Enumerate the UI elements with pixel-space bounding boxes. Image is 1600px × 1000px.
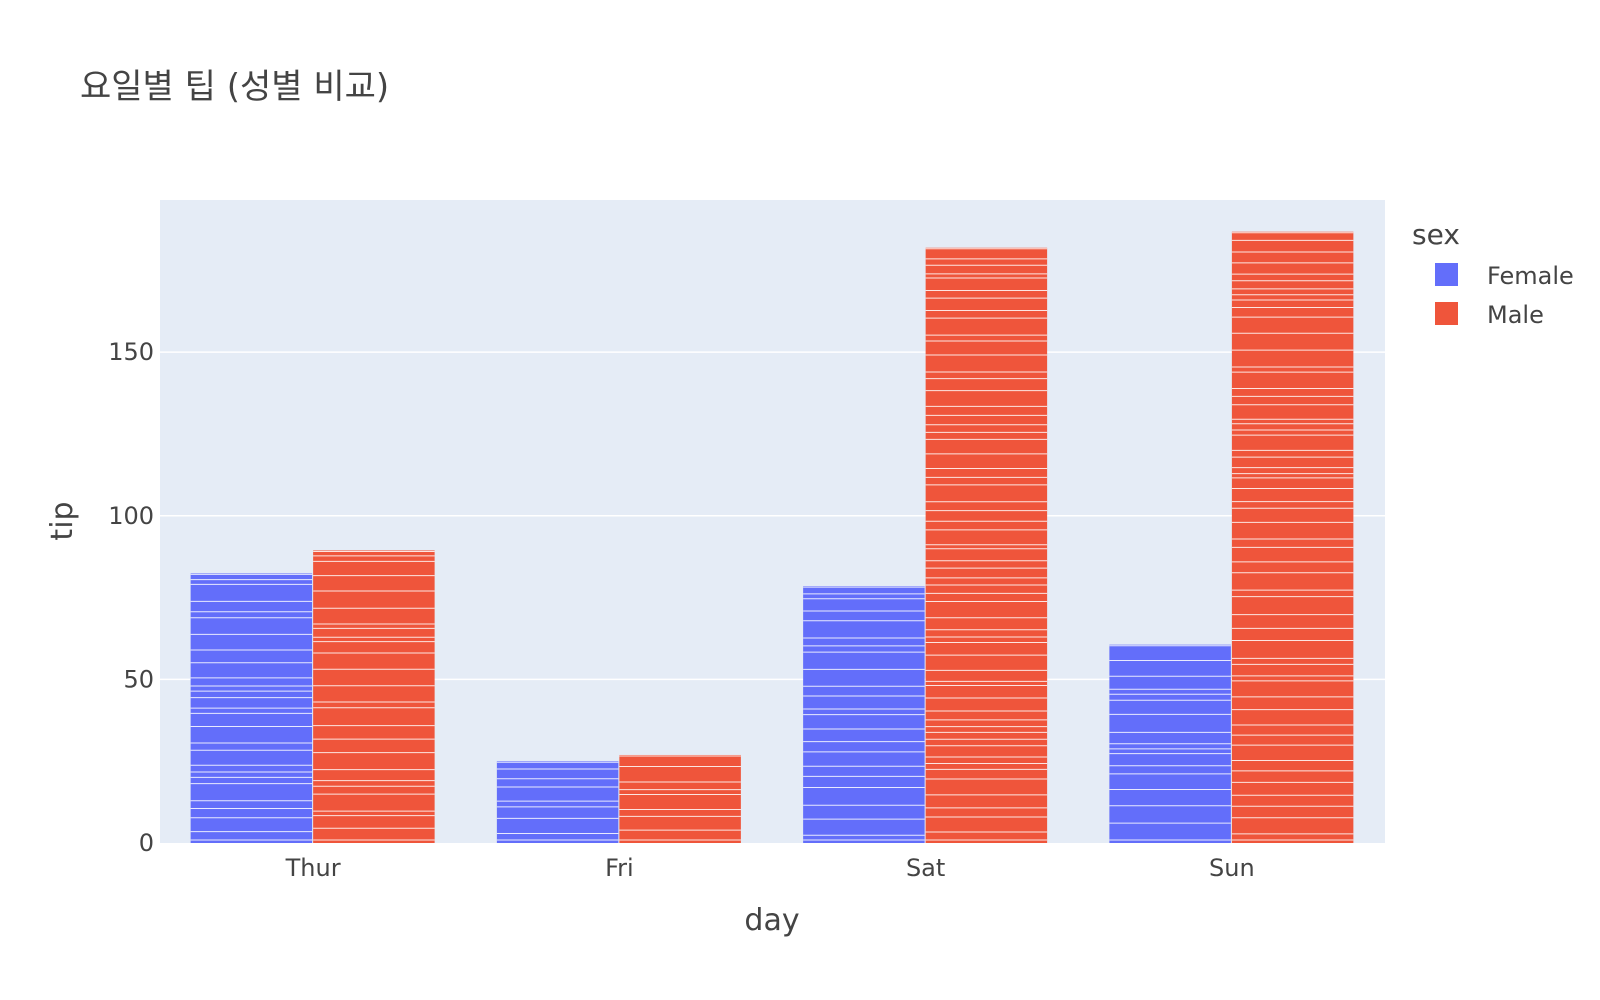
bar-segment-lines [496, 761, 619, 841]
x-tick-label: Sat [906, 854, 945, 882]
bar-segment-lines [1231, 232, 1354, 841]
legend-items: Female Male [1435, 262, 1574, 329]
bar-male-thur [313, 550, 435, 843]
y-tick-label: 100 [108, 502, 154, 530]
bar-segment-lines [925, 248, 1048, 841]
bars [190, 231, 1354, 843]
x-tick-label: Sun [1209, 854, 1255, 882]
y-tick-label: 0 [139, 829, 154, 857]
x-tick-label: Fri [605, 854, 634, 882]
y-tick-label: 150 [108, 338, 154, 366]
chart-title: 요일별 팁 (성별 비교) [80, 67, 389, 107]
bar-segment-lines [1109, 645, 1231, 841]
bar-male-sat [925, 247, 1048, 843]
bar-segment-lines [803, 586, 925, 841]
bar-female-fri [496, 761, 619, 843]
legend-label-female: Female [1487, 262, 1574, 290]
legend: sex Female Male [1412, 218, 1574, 329]
bar-segment-lines [190, 573, 313, 841]
y-tick-label: 50 [123, 665, 154, 693]
bar-segment-lines [619, 755, 741, 841]
bar-male-fri [619, 754, 741, 843]
bar-segment-lines [313, 550, 435, 841]
bar-male-sun [1231, 231, 1354, 843]
y-axis-ticks: 0 50 100 150 [108, 338, 154, 857]
x-axis-title: day [744, 903, 799, 938]
y-axis-title: tip [45, 501, 80, 540]
legend-label-male: Male [1487, 301, 1544, 329]
legend-swatch-female [1435, 263, 1458, 286]
legend-title: sex [1412, 218, 1460, 251]
x-tick-label: Thur [285, 854, 341, 882]
x-axis-ticks: Thur Fri Sat Sun [285, 854, 1255, 882]
legend-swatch-male [1435, 302, 1458, 325]
